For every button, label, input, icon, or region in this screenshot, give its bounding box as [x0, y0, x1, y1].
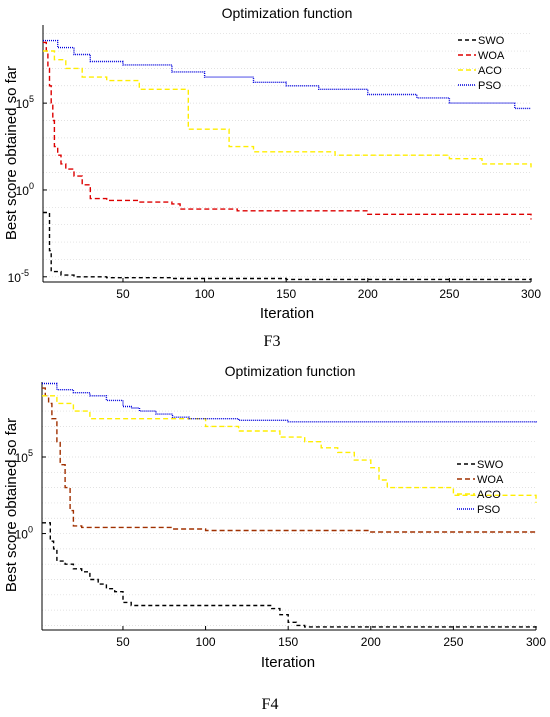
x-tick-label: 300 — [526, 635, 546, 649]
x-tick-label: 250 — [443, 635, 463, 649]
chart-title: Optimization function — [222, 5, 353, 21]
x-tick-label: 200 — [361, 635, 381, 649]
x-tick-label: 150 — [276, 287, 296, 301]
x-axis-label: Iteration — [260, 305, 314, 322]
legend-label-aco: ACO — [478, 65, 502, 77]
x-tick-label: 200 — [358, 287, 378, 301]
chart-title: Optimization function — [225, 363, 356, 379]
series-line-swo — [42, 522, 537, 629]
y-tick-label: 10-5 — [8, 268, 29, 285]
y-axis-label: Best score obtained so far — [3, 66, 20, 240]
legend-label-woa: WOA — [478, 50, 505, 62]
series-line-aco — [42, 395, 537, 503]
chart-F4: 50 100 150 200 250 300 105 100 SWO WOA ACO PSO Optim… — [3, 363, 546, 713]
legend-label-aco: ACO — [477, 489, 501, 501]
legend-label-pso: PSO — [478, 80, 502, 92]
legend-label-swo: SWO — [477, 459, 504, 471]
legend-label-pso: PSO — [477, 504, 501, 516]
series-line-swo — [43, 211, 532, 281]
x-tick-label: 100 — [196, 635, 216, 649]
y-axis-label: Best score obtained so far — [3, 418, 20, 592]
chart-F3: 50 100 150 200 250 300 105 100 10-5 SWO WOA ACO PSO O… — [3, 5, 541, 350]
y-tick-label: 100 — [16, 181, 34, 198]
y-tick-label: 100 — [15, 525, 33, 542]
x-tick-label: 50 — [116, 287, 130, 301]
y-tick-label: 105 — [16, 94, 34, 111]
x-tick-label: 300 — [521, 287, 541, 301]
x-tick-label: 250 — [439, 287, 459, 301]
x-tick-label: 100 — [195, 287, 215, 301]
x-tick-label: 50 — [116, 635, 130, 649]
x-axis-label: Iteration — [261, 654, 315, 671]
legend-label-woa: WOA — [477, 474, 504, 486]
series-line-pso — [43, 39, 531, 110]
legend-label-swo: SWO — [478, 35, 505, 47]
series-line-woa — [43, 41, 532, 220]
figure-caption: F3 — [264, 333, 281, 350]
figure-caption: F4 — [262, 696, 279, 713]
y-tick-label: 105 — [15, 448, 33, 465]
x-tick-label: 150 — [278, 635, 298, 649]
series-line-pso — [42, 382, 537, 424]
series-line-woa — [42, 387, 537, 534]
